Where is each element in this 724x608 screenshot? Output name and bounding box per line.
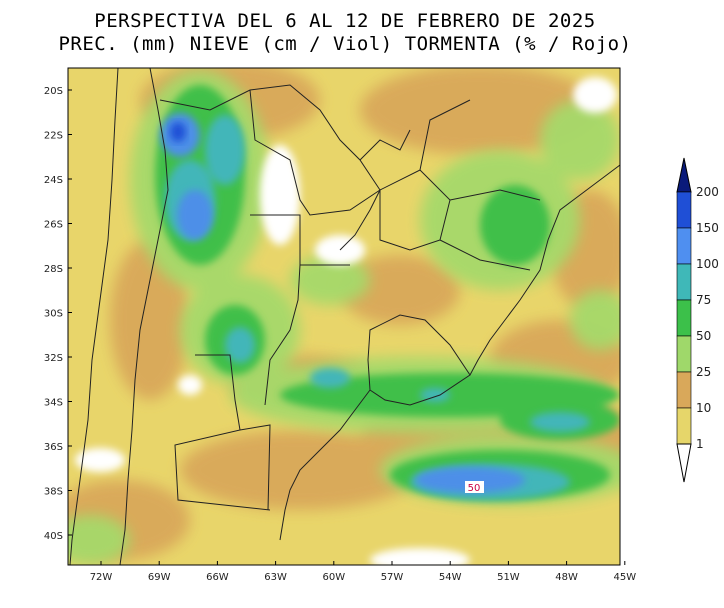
latitude-label: 20S [44,86,63,97]
latitude-label: 26S [44,220,63,231]
colorbar-bottom-arrow [676,443,692,483]
colorbar-label: 75 [696,293,711,307]
colorbar-segment [676,263,692,301]
latitude-label: 34S [44,398,63,409]
longitude-label: 51W [497,572,520,583]
latitude-label: 32S [44,353,63,364]
longitude-axis: 72W 69W 66W 63W 60W 57W 54W 51W 48W 45W [90,561,636,583]
storm-probability-label: 50 [468,483,481,494]
borders [69,68,620,565]
longitude-label: 63W [264,572,287,583]
storm-label-box [465,481,484,493]
colorbar-label: 25 [696,365,711,379]
colorbar-segment [676,299,692,337]
atlantic-coast [469,164,620,376]
map-title-line1: PERSPECTIVA DEL 6 AL 12 DE FEBRERO DE 20… [94,10,596,32]
colorbar-segment [676,407,692,445]
colorbar-label: 50 [696,329,711,343]
map-title-line2: PREC. (mm) NIEVE (cm / Viol) TORMENTA (%… [58,33,632,55]
latitude-label: 40S [44,531,63,542]
latitude-label: 24S [44,175,63,186]
andes-border [119,68,169,565]
colorbar-segment [676,371,692,409]
longitude-label: 66W [206,572,229,583]
latitude-label: 28S [44,264,63,275]
colorbar-label: 10 [696,401,711,415]
longitude-label: 69W [148,572,171,583]
colorbar: 200 150 100 75 50 25 10 1 [676,157,719,483]
colorbar-label: 150 [696,221,719,235]
longitude-label: 48W [555,572,578,583]
map-frame [67,67,621,566]
colorbar-top-arrow [676,157,692,193]
latitude-label: 36S [44,442,63,453]
precipitation-field [68,68,620,565]
longitude-label: 57W [381,572,404,583]
colorbar-label: 100 [696,257,719,271]
longitude-label: 72W [90,572,113,583]
latitude-label: 38S [44,487,63,498]
colorbar-segment [676,335,692,373]
latitude-label: 30S [44,309,63,320]
pacific-coast [69,68,119,565]
longitude-label: 45W [613,572,636,583]
latitude-label: 22S [44,131,63,142]
colorbar-label: 1 [696,437,704,451]
colorbar-segment [676,191,692,229]
longitude-label: 60W [322,572,345,583]
colorbar-label: 200 [696,185,719,199]
longitude-label: 54W [439,572,462,583]
colorbar-segment [676,227,692,265]
latitude-axis: 20S 22S 24S 26S 28S 30S 32S 34S 36S 38S 40S [44,86,72,542]
